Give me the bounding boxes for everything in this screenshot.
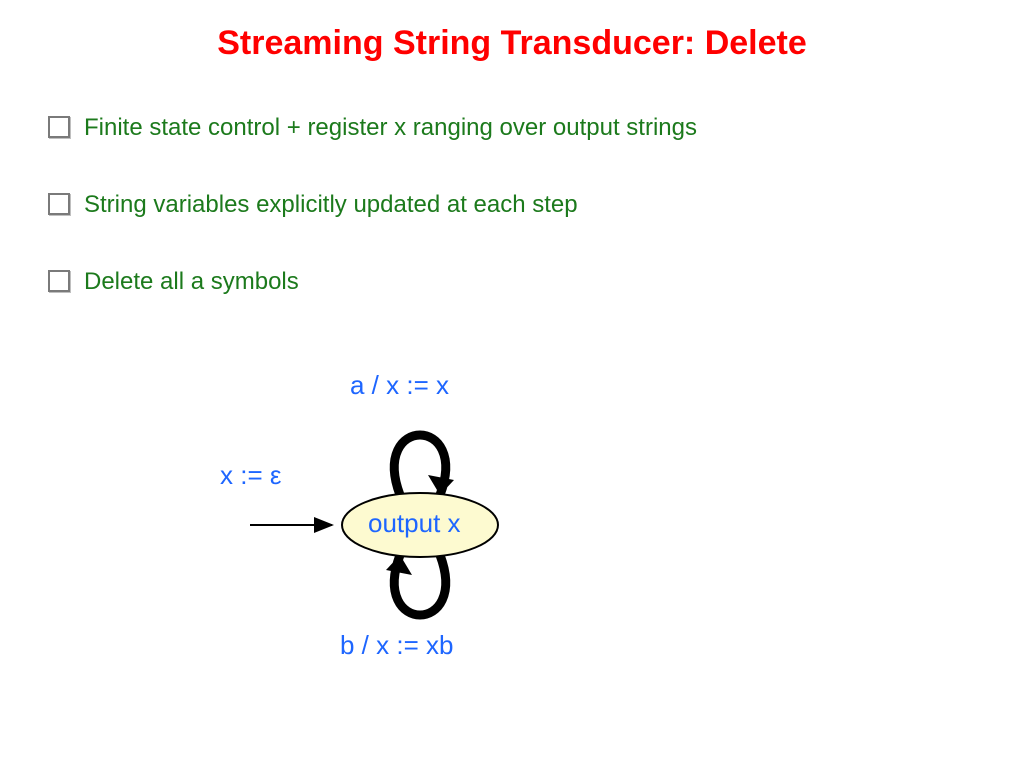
bullet-text: Finite state control + register x rangin…: [84, 112, 697, 143]
bullet-list: Finite state control + register x rangin…: [48, 112, 968, 344]
init-label: x := ε: [220, 460, 281, 491]
bullet-item: Delete all a symbols: [48, 266, 968, 297]
self-loop-top-arrow: [428, 475, 454, 495]
diagram-svg: [220, 360, 780, 680]
slide: Streaming String Transducer: Delete Fini…: [0, 0, 1024, 768]
bottom-transition-label: b / x := xb: [340, 630, 453, 661]
bullet-item: String variables explicitly updated at e…: [48, 189, 968, 220]
square-bullet-icon: [48, 193, 70, 215]
top-transition-label: a / x := x: [350, 370, 449, 401]
bullet-item: Finite state control + register x rangin…: [48, 112, 968, 143]
square-bullet-icon: [48, 270, 70, 292]
state-node-label: output x: [368, 508, 461, 539]
bullet-text: String variables explicitly updated at e…: [84, 189, 578, 220]
self-loop-bottom-arrow: [386, 555, 412, 575]
square-bullet-icon: [48, 116, 70, 138]
bullet-text: Delete all a symbols: [84, 266, 299, 297]
slide-title: Streaming String Transducer: Delete: [0, 24, 1024, 63]
state-diagram: a / x := x x := ε output x b / x := xb: [220, 360, 780, 680]
